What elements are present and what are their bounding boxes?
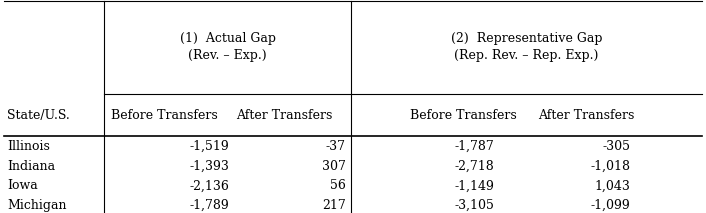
Text: State/U.S.: State/U.S. — [7, 108, 70, 122]
Text: (2)  Representative Gap
(Rep. Rev. – Rep. Exp.): (2) Representative Gap (Rep. Rev. – Rep.… — [451, 32, 602, 62]
Text: -1,393: -1,393 — [190, 160, 229, 173]
Text: -2,136: -2,136 — [190, 179, 229, 192]
Text: Michigan: Michigan — [7, 199, 66, 212]
Text: Iowa: Iowa — [7, 179, 38, 192]
Text: 1,043: 1,043 — [594, 179, 630, 192]
Text: -1,149: -1,149 — [455, 179, 494, 192]
Text: -37: -37 — [326, 140, 346, 153]
Text: -1,789: -1,789 — [190, 199, 229, 212]
Text: -3,105: -3,105 — [455, 199, 494, 212]
Text: After Transfers: After Transfers — [236, 108, 333, 122]
Text: Before Transfers: Before Transfers — [409, 108, 517, 122]
Text: -1,787: -1,787 — [455, 140, 494, 153]
Text: 217: 217 — [322, 199, 346, 212]
Text: -2,718: -2,718 — [455, 160, 494, 173]
Text: -1,099: -1,099 — [591, 199, 630, 212]
Text: -305: -305 — [602, 140, 630, 153]
Text: Indiana: Indiana — [7, 160, 55, 173]
Text: Before Transfers: Before Transfers — [111, 108, 217, 122]
Text: (1)  Actual Gap
(Rev. – Exp.): (1) Actual Gap (Rev. – Exp.) — [180, 32, 275, 62]
Text: -1,519: -1,519 — [190, 140, 229, 153]
Text: 307: 307 — [322, 160, 346, 173]
Text: Illinois: Illinois — [7, 140, 50, 153]
Text: After Transfers: After Transfers — [539, 108, 635, 122]
Text: -1,018: -1,018 — [590, 160, 630, 173]
Text: 56: 56 — [330, 179, 346, 192]
